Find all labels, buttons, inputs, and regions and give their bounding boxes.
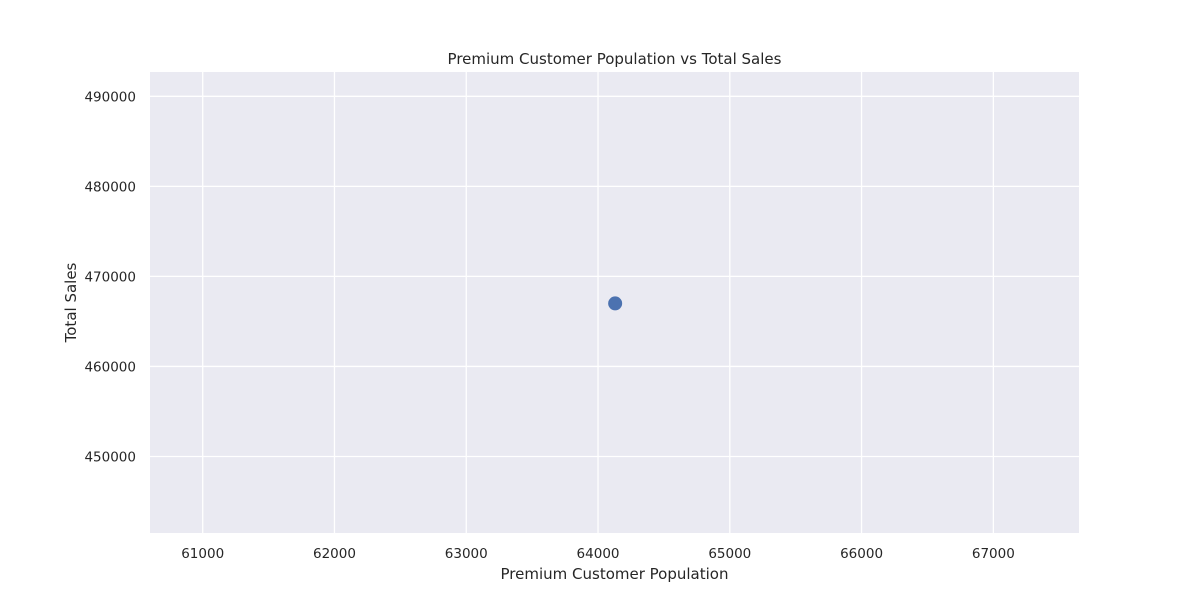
tick-labels: 61000 62000 63000 64000 65000 66000 67000 45000… [84, 89, 1014, 562]
y-tick-label-2: 470000 [84, 269, 136, 285]
y-tick-label-1: 460000 [84, 359, 136, 375]
y-tick-label-4: 490000 [84, 89, 136, 105]
points-layer [608, 296, 623, 311]
y-tick-label-0: 450000 [84, 449, 136, 465]
scatter-point-0-0 [608, 296, 623, 311]
chart-title: Premium Customer Population vs Total Sal… [448, 50, 782, 68]
x-tick-label-5: 66000 [840, 546, 883, 562]
grid-layer [150, 72, 1079, 533]
x-tick-label-6: 67000 [972, 546, 1015, 562]
y-axis-label: Total Sales [62, 262, 80, 343]
x-tick-label-2: 63000 [445, 546, 488, 562]
y-tick-label-3: 480000 [84, 179, 136, 195]
x-axis-label: Premium Customer Population [501, 565, 729, 583]
x-tick-label-1: 62000 [313, 546, 356, 562]
x-tick-label-0: 61000 [181, 546, 224, 562]
x-tick-label-4: 65000 [708, 546, 751, 562]
x-tick-label-3: 64000 [577, 546, 620, 562]
